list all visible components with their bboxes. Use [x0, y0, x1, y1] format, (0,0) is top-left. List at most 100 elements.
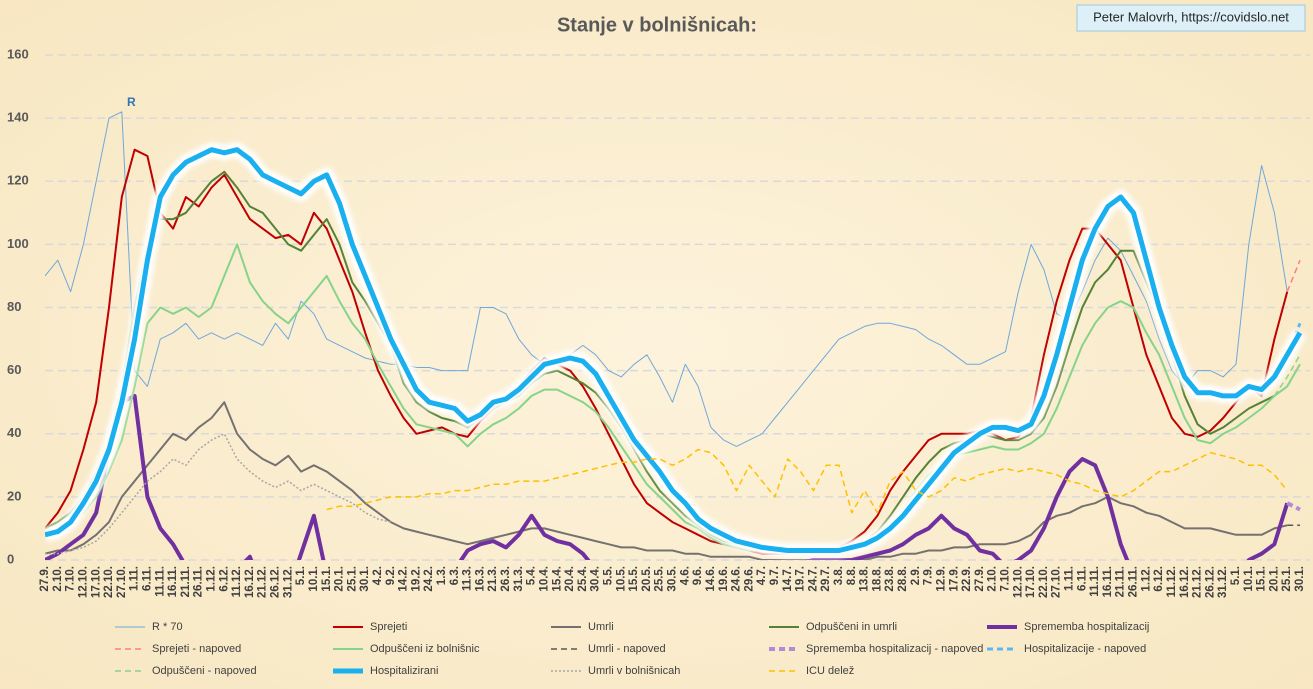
series-line [1273, 354, 1301, 397]
legend-label: Odpuščeni in umrli [806, 621, 897, 633]
x-tick-label: 15.1. [321, 566, 333, 592]
x-tick-label: 26.12. [1204, 566, 1216, 598]
x-tick-label: 27.10. [116, 566, 128, 598]
series-line [45, 147, 1303, 553]
x-tick-label: 25.4. [577, 566, 589, 592]
x-tick-label: 9.6. [692, 566, 704, 585]
x-tick-label: 27.9. [974, 566, 986, 592]
x-tick-label: 25.1. [1281, 566, 1293, 592]
x-tick-label: 6.12. [1153, 566, 1165, 592]
legend-label: Sprejeti [370, 621, 407, 633]
x-tick-label: 10.1. [308, 566, 320, 592]
x-tick-label: 11.11. [1089, 566, 1101, 597]
series-line [45, 433, 391, 555]
x-tick-label: 11.3. [462, 566, 474, 591]
x-tick-label: 10.4. [538, 566, 550, 592]
x-tick-label: 6.11. [1076, 566, 1088, 591]
x-tick-label: 17.10. [90, 566, 102, 598]
x-tick-label: 16.11. [167, 566, 179, 597]
x-tick-label: 25.1. [346, 566, 358, 592]
x-tick-label: 20.1. [334, 566, 346, 592]
x-tick-label: 20.5. [641, 566, 653, 592]
x-tick-label: 22.10. [103, 566, 115, 598]
x-tick-label: 22.10. [1038, 566, 1050, 598]
x-tick-label: 9.2. [385, 566, 397, 585]
series-line [45, 401, 1288, 560]
x-tick-label: 11.11. [154, 566, 166, 597]
x-tick-label: 20.1. [1268, 566, 1280, 592]
x-tick-label: 11.12. [1166, 566, 1178, 597]
x-tick-label: 24.2. [423, 566, 435, 592]
x-tick-label: 29.7. [820, 566, 832, 592]
x-tick-label: 2.10. [52, 566, 64, 592]
y-tick-label: 120 [7, 173, 29, 188]
x-tick-label: 18.8. [871, 566, 883, 592]
x-tick-label: 29.6. [743, 566, 755, 592]
series-line [45, 243, 1301, 552]
y-tick-label: 80 [7, 299, 21, 314]
x-tick-label: 1.11. [129, 566, 141, 591]
legend-label: R * 70 [152, 621, 183, 633]
x-tick-label: 16.3. [474, 566, 486, 592]
legend-label: Sprememba hospitalizacij [1024, 621, 1149, 633]
x-tick-label: 5.5. [603, 566, 615, 585]
x-tick-label: 19.7. [795, 566, 807, 592]
x-tick-label: 19.6. [718, 566, 730, 592]
x-tick-label: 7.10. [999, 566, 1011, 592]
x-tick-label: 1.11. [1064, 566, 1076, 591]
series-line [1286, 501, 1301, 512]
x-tick-label: 23.8. [884, 566, 896, 592]
x-tick-label: 5.1. [295, 566, 307, 585]
x-tick-label: 4.7. [756, 566, 768, 585]
chart-title: Stanje v bolnišnicah: [557, 14, 757, 36]
x-tick-label: 1.12. [1140, 566, 1152, 592]
x-tick-label: 1.3. [436, 566, 448, 585]
x-tick-label: 30.5. [667, 566, 679, 592]
x-tick-label: 30.1. [359, 566, 371, 592]
legend-label: Hospitalizirani [370, 665, 438, 677]
x-tick-label: 26.11. [193, 566, 205, 597]
legend-label: Odpuščeni - napoved [152, 665, 257, 677]
legend-label: Sprememba hospitalizacij - napoved [806, 643, 983, 655]
y-tick-label: 160 [7, 46, 29, 61]
x-tick-label: 16.12. [1179, 566, 1191, 598]
x-tick-label: 8.8. [846, 566, 858, 585]
x-tick-label: 4.6. [679, 566, 691, 585]
x-tick-label: 1.12. [206, 566, 218, 592]
x-tick-label: 6.3. [449, 566, 461, 585]
legend-label: Odpuščeni iz bolnišnic [370, 643, 480, 655]
x-tick-label: 7.10. [65, 566, 77, 592]
x-tick-label: 10.5. [615, 566, 627, 592]
x-tick-label: 15.5. [628, 566, 640, 592]
credit-box [1076, 4, 1306, 32]
x-tick-label: 21.12. [1192, 566, 1204, 598]
legend-label: Umrli - napoved [588, 643, 666, 655]
x-tick-label: 21.11. [180, 566, 192, 597]
x-tick-label: 20.4. [564, 566, 576, 592]
x-tick-label: 22.9. [961, 566, 973, 592]
x-tick-label: 19.2. [410, 566, 422, 592]
x-tick-label: 30.4. [590, 566, 602, 592]
x-tick-label: 12.10. [77, 566, 89, 598]
x-tick-label: 5.1. [1230, 566, 1242, 585]
x-tick-label: 3.8. [833, 566, 845, 585]
x-tick-label: 30.1. [1294, 566, 1306, 592]
x-tick-label: 21.11. [1115, 566, 1127, 597]
x-tick-label: 27.9. [39, 566, 51, 592]
x-tick-label: 6.11. [141, 566, 153, 591]
series-line [45, 148, 1289, 555]
x-tick-label: 11.12. [231, 566, 243, 597]
x-tick-label: 14.7. [782, 566, 794, 592]
x-tick-label: 13.8. [859, 566, 871, 592]
x-tick-label: 7.9. [923, 566, 935, 585]
y-tick-label: 40 [7, 425, 21, 440]
y-tick-label: 140 [7, 110, 29, 125]
x-tick-label: 2.10. [987, 566, 999, 592]
x-tick-label: 2.9. [910, 566, 922, 585]
x-tick-label: 17.9. [948, 566, 960, 592]
x-tick-label: 4.2. [372, 566, 384, 585]
x-tick-label: 16.12. [244, 566, 256, 598]
y-tick-label: 20 [7, 488, 21, 503]
